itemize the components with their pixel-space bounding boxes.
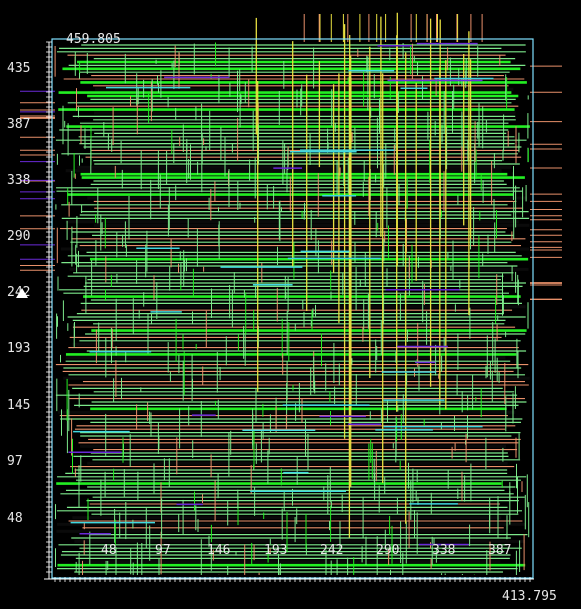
x-axis-tick: 387 (488, 544, 511, 557)
y-axis-tick: 193 (7, 342, 30, 355)
y-axis-tick: 97 (7, 455, 23, 468)
x-axis-tick: 97 (155, 544, 171, 557)
y-axis-tick: 290 (7, 230, 30, 243)
x-axis-tick: 242 (320, 544, 343, 557)
y-axis-tick: 435 (7, 62, 30, 75)
x-axis-tick: 146 (207, 544, 230, 557)
y-axis-tick: 387 (7, 118, 30, 131)
up-triangle-icon[interactable] (16, 288, 28, 298)
bottom-coordinate-readout: 413.795 (502, 590, 557, 603)
x-axis-tick: 338 (432, 544, 455, 557)
x-axis-tick: 48 (101, 544, 117, 557)
y-axis-tick: 338 (7, 174, 30, 187)
top-coordinate-readout: 459.805 (66, 33, 121, 46)
x-axis-tick: 193 (264, 544, 287, 557)
x-axis-tick: 290 (376, 544, 399, 557)
y-axis-tick: 48 (7, 512, 23, 525)
y-axis-tick: 145 (7, 399, 30, 412)
